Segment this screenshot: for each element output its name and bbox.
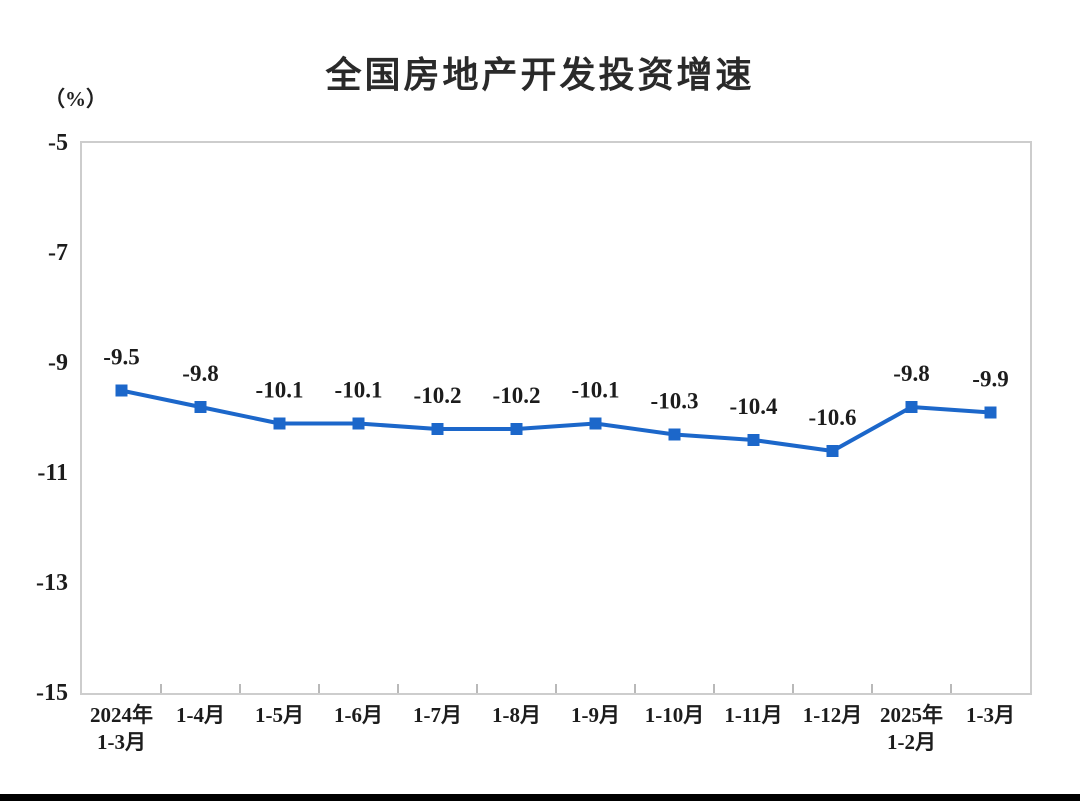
data-point-label: -9.9	[972, 367, 1008, 392]
data-point-marker	[668, 428, 681, 441]
data-point-label: -10.2	[414, 383, 462, 408]
data-point-label: -9.5	[103, 345, 139, 370]
y-tick-label: -9	[48, 350, 68, 376]
y-axis-unit-label: （%）	[44, 87, 107, 111]
y-tick-label: -13	[36, 570, 68, 596]
data-point-marker	[984, 406, 997, 419]
y-tick-label: -7	[48, 240, 68, 266]
x-category-label: 1-10月	[644, 703, 705, 727]
series-line	[119, 388, 993, 453]
x-category-label: 1-7月	[413, 703, 462, 727]
data-point-label: -10.2	[493, 383, 541, 408]
x-category-label: 1-5月	[255, 703, 304, 727]
y-tick-label: -15	[36, 680, 68, 706]
x-category-label: 1-3月	[966, 703, 1015, 727]
data-point-marker	[194, 401, 207, 413]
data-point-marker	[905, 401, 918, 413]
plot-area: -9.5 -9.8 -10.1 -10.1 -10.2 -10.2 -10.1 -10.3 -1…	[80, 141, 1032, 695]
x-category-label: 2024年 1-3月	[90, 703, 153, 754]
data-point-marker	[826, 445, 839, 457]
data-point-marker	[273, 417, 286, 430]
x-category-label: 1-4月	[176, 703, 225, 727]
data-point-marker	[431, 423, 444, 435]
data-point-label: -10.1	[335, 378, 383, 403]
data-point-marker	[352, 417, 365, 430]
data-point-label: -9.8	[893, 361, 929, 386]
x-category-label: 1-6月	[334, 703, 383, 727]
data-point-label: -10.3	[651, 389, 699, 414]
x-category-label: 1-8月	[492, 703, 541, 727]
y-tick-label: -11	[37, 460, 68, 486]
data-point-label: -10.6	[809, 405, 857, 430]
x-category-label: 1-9月	[571, 703, 620, 727]
data-point-marker	[747, 434, 760, 446]
data-point-label: -9.8	[182, 361, 218, 386]
data-point-label: -10.1	[256, 378, 304, 403]
data-point-marker	[510, 423, 523, 435]
data-point-label: -10.1	[572, 378, 620, 403]
x-category-label: 2025年 1-2月	[880, 703, 943, 754]
line-series-svg: -9.5 -9.8 -10.1 -10.1 -10.2 -10.2 -10.1 -10.3 -1…	[103, 345, 1009, 693]
x-category-label: 1-11月	[724, 703, 783, 727]
bottom-divider	[0, 794, 1080, 801]
y-tick-label: -5	[48, 130, 68, 156]
data-point-marker	[115, 384, 128, 397]
data-point-label: -10.4	[730, 394, 778, 419]
x-category-label: 1-12月	[802, 703, 863, 727]
chart-title: 全国房地产开发投资增速	[325, 55, 755, 96]
data-point-marker	[589, 417, 602, 430]
